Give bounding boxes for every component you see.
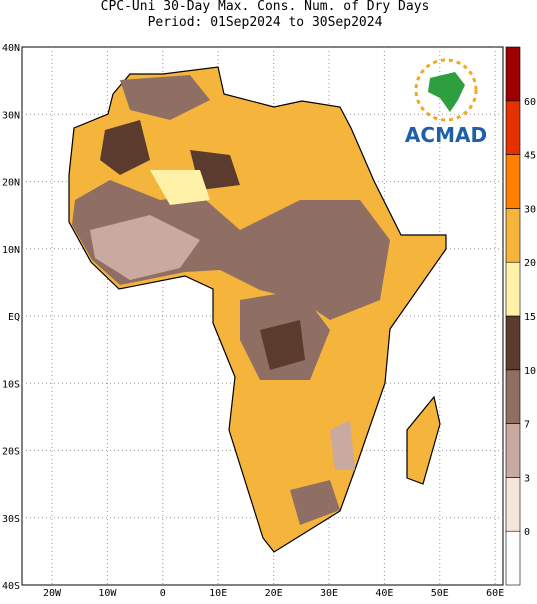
lat-label: 10N bbox=[2, 245, 20, 256]
lat-label: 20N bbox=[2, 178, 20, 189]
dry-zone bbox=[330, 420, 355, 470]
colorbar-label: 10 bbox=[524, 366, 536, 377]
lon-label: 40E bbox=[375, 588, 393, 599]
lat-label: 20S bbox=[2, 447, 20, 458]
logo-sun bbox=[414, 58, 478, 122]
dry-zone bbox=[260, 320, 305, 370]
colorbar-segment bbox=[505, 208, 521, 263]
colorbar-segment bbox=[505, 100, 521, 155]
dry-zone bbox=[100, 120, 150, 175]
colorbar-segment bbox=[505, 477, 521, 532]
lat-label: 40S bbox=[2, 581, 20, 592]
lon-label: 10W bbox=[98, 588, 117, 599]
dry-zone bbox=[290, 480, 340, 525]
madagascar bbox=[406, 395, 441, 485]
lat-label: 30N bbox=[2, 110, 20, 121]
colorbar-label: 15 bbox=[524, 312, 536, 323]
lon-label: 60E bbox=[486, 588, 504, 599]
colorbar-segment bbox=[505, 315, 521, 371]
colorbar-segment bbox=[505, 369, 521, 424]
colorbar-segment bbox=[505, 154, 521, 209]
logo: ACMAD bbox=[405, 58, 487, 147]
lat-label: 40N bbox=[2, 43, 20, 54]
dry-zone bbox=[72, 180, 390, 320]
lat-label: 10S bbox=[2, 379, 20, 390]
lon-label: 50E bbox=[431, 588, 449, 599]
lon-label: 30E bbox=[320, 588, 338, 599]
colorbar-segment bbox=[505, 46, 521, 102]
lon-label: 20E bbox=[265, 588, 283, 599]
title: CPC-Uni 30-Day Max. Cons. Num. of Dry Da… bbox=[101, 0, 430, 14]
lat-label: 30S bbox=[2, 514, 20, 525]
lon-label: 0 bbox=[160, 588, 166, 599]
colorbar: 0 3 7 10 15 20 30 45 60 bbox=[505, 46, 536, 586]
dry-zone bbox=[150, 170, 210, 205]
colorbar-label: 0 bbox=[524, 527, 530, 538]
colorbar-label: 45 bbox=[524, 151, 536, 162]
colorbar-label: 7 bbox=[524, 420, 530, 431]
lon-label: 20W bbox=[43, 588, 62, 599]
land bbox=[68, 66, 447, 553]
dry-zone bbox=[120, 75, 210, 120]
colorbar-segment bbox=[505, 530, 521, 586]
colorbar-label: 60 bbox=[524, 97, 536, 108]
colorbar-segment bbox=[505, 261, 521, 317]
dry-zone bbox=[90, 215, 200, 280]
colorbar-label: 30 bbox=[524, 204, 536, 215]
colorbar-label: 20 bbox=[524, 258, 536, 269]
lon-label: 10E bbox=[209, 588, 227, 599]
logo-text: ACMAD bbox=[405, 123, 487, 147]
lat-label: EQ bbox=[8, 312, 20, 323]
logo-africa bbox=[428, 72, 465, 112]
colorbar-label: 3 bbox=[524, 473, 530, 484]
colorbar-segment bbox=[505, 423, 521, 478]
subtitle: Period: 01Sep2024 to 30Sep2024 bbox=[148, 15, 383, 30]
